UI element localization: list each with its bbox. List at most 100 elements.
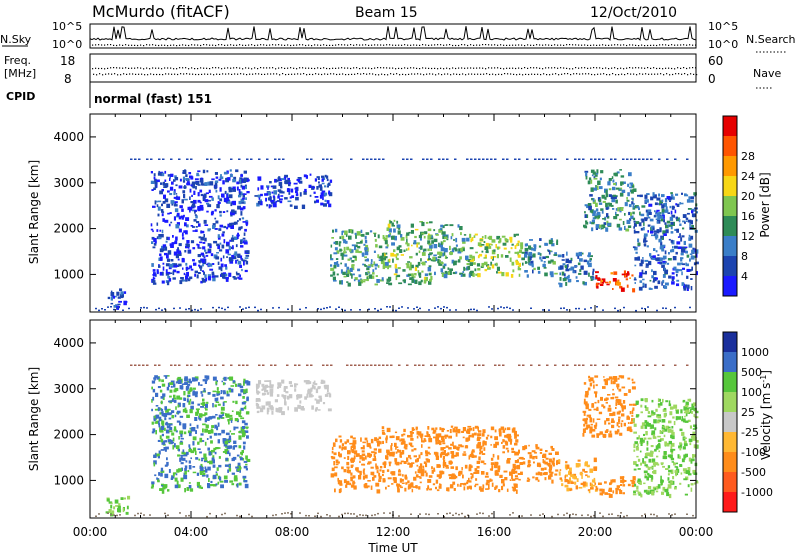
nsearch-dot xyxy=(197,44,199,46)
echo-cell xyxy=(642,257,644,259)
echo-cell xyxy=(671,248,675,253)
nave-dot xyxy=(546,74,548,76)
freq-dot xyxy=(524,67,526,69)
nsearch-dot xyxy=(146,44,148,46)
echo-cell xyxy=(246,458,251,462)
echo-cell xyxy=(209,416,213,420)
echo-cell xyxy=(646,443,649,447)
echo-cell xyxy=(332,229,334,233)
echo-cell xyxy=(585,482,588,487)
echo-cell xyxy=(294,388,297,392)
freq-dot xyxy=(530,67,532,69)
echo-cell xyxy=(693,424,697,427)
echo-cell xyxy=(225,413,230,418)
echo-cell xyxy=(482,158,485,160)
echo-cell xyxy=(170,272,173,274)
echo-cell xyxy=(689,409,692,414)
echo-cell xyxy=(238,218,241,221)
echo-cell xyxy=(205,254,209,257)
echo-cell xyxy=(181,208,184,212)
echo-cell xyxy=(430,259,434,262)
echo-cell xyxy=(618,188,622,191)
echo-cell xyxy=(177,250,182,254)
echo-cell xyxy=(219,476,222,481)
nave-dot xyxy=(168,73,170,75)
echo-cell xyxy=(330,274,333,277)
echo-cell xyxy=(394,458,398,462)
echo-cell xyxy=(584,462,588,467)
echo-cell xyxy=(543,267,547,269)
echo-cell xyxy=(653,248,656,251)
echo-cell xyxy=(403,428,406,433)
echo-cell xyxy=(601,224,605,227)
echo-cell xyxy=(289,384,293,387)
nsearch-dot xyxy=(245,44,247,46)
nave-dot xyxy=(270,73,272,75)
echo-cell xyxy=(165,446,169,450)
echo-cell xyxy=(169,212,172,214)
echo-cell xyxy=(635,309,637,312)
echo-cell xyxy=(658,230,662,233)
echo-cell xyxy=(161,489,165,494)
echo-cell xyxy=(376,470,379,474)
echo-cell xyxy=(122,309,124,311)
freq-dot xyxy=(245,67,247,69)
echo-cell xyxy=(405,263,410,265)
echo-cell xyxy=(217,234,220,238)
echo-cell xyxy=(217,390,219,394)
echo-cell xyxy=(335,438,338,443)
echo-cell xyxy=(179,397,183,400)
echo-cell xyxy=(661,204,665,209)
echo-cell xyxy=(664,488,669,493)
echo-cell xyxy=(352,437,356,440)
echo-cell xyxy=(667,428,672,433)
echo-cell xyxy=(277,193,280,197)
echo-cell xyxy=(230,202,233,207)
echo-cell xyxy=(631,185,635,188)
echo-cell xyxy=(691,208,695,212)
echo-cell xyxy=(542,256,546,259)
echo-cell xyxy=(540,467,545,471)
echo-cell xyxy=(377,254,380,258)
echo-cell xyxy=(388,265,392,268)
echo-cell xyxy=(592,418,595,423)
echo-cell xyxy=(219,198,223,202)
freq-dot xyxy=(518,67,520,69)
echo-cell xyxy=(233,440,237,444)
echo-cell xyxy=(384,261,389,267)
echo-cell xyxy=(659,227,662,231)
nsky-tick-high: 10^5 xyxy=(52,20,82,33)
echo-cell xyxy=(218,414,223,419)
echo-cell xyxy=(609,430,612,434)
echo-cell xyxy=(443,251,446,256)
echo-cell xyxy=(500,254,504,258)
echo-cell xyxy=(627,422,630,424)
echo-cell xyxy=(151,189,154,191)
echo-cell xyxy=(439,228,442,230)
echo-cell xyxy=(212,403,214,408)
nave-dot xyxy=(141,73,143,75)
echo-cell xyxy=(161,411,163,414)
echo-cell xyxy=(574,481,577,485)
echo-cell xyxy=(119,288,123,292)
echo-cell xyxy=(319,186,323,191)
echo-cell xyxy=(256,405,259,409)
echo-cell xyxy=(156,229,159,232)
echo-cell xyxy=(546,158,549,160)
echo-cell xyxy=(362,441,366,444)
echo-cell xyxy=(179,178,182,182)
freq-dot xyxy=(431,67,433,70)
echo-cell xyxy=(282,158,285,160)
nsearch-dot xyxy=(272,44,274,46)
echo-cell xyxy=(159,435,162,440)
echo-cell xyxy=(499,474,503,478)
echo-cell xyxy=(104,309,106,311)
echo-cell xyxy=(385,235,389,238)
echo-cell xyxy=(446,306,448,309)
echo-cell xyxy=(565,268,570,272)
nave-dot xyxy=(612,73,614,75)
echo-cell xyxy=(687,208,692,210)
echo-cell xyxy=(256,387,258,392)
echo-cell xyxy=(195,229,198,232)
nave-dot xyxy=(519,73,521,75)
